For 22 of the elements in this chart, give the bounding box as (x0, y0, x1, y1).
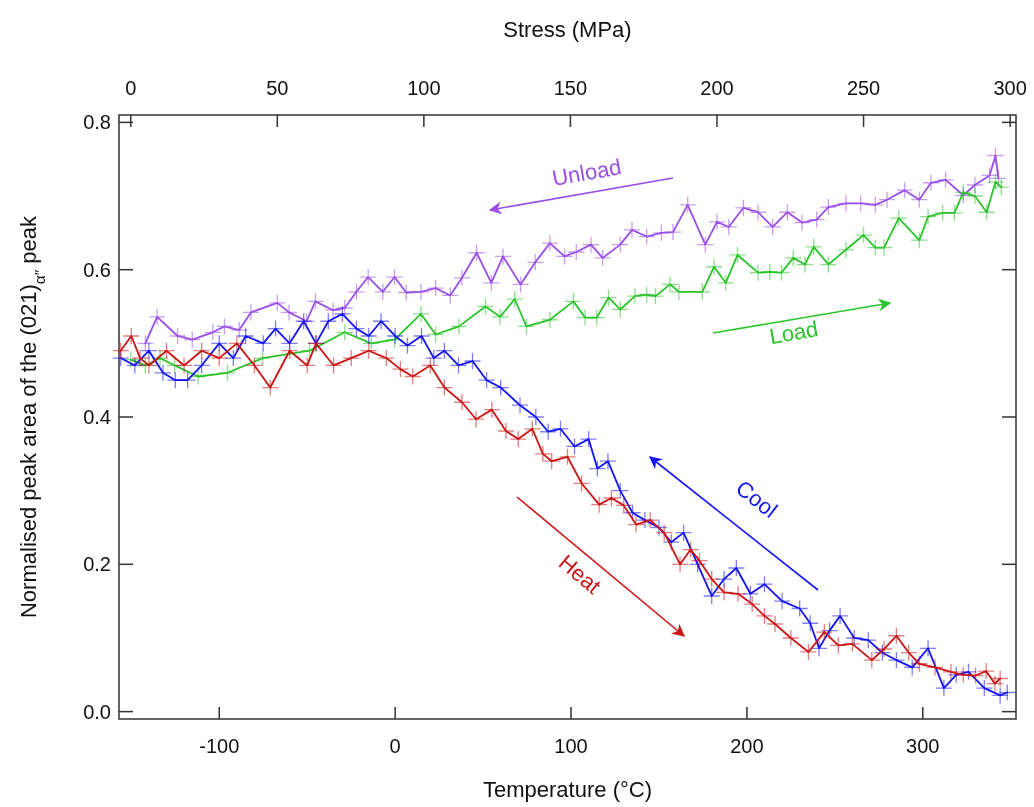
text: Cool (731, 475, 783, 523)
x-tick-label: 300 (906, 735, 940, 757)
y-tick-label: 0.4 (83, 406, 111, 428)
x-axis-title: Temperature (°C) (483, 777, 652, 802)
x2-axis-title: Stress (MPa) (503, 17, 632, 42)
x2-tick-label: 150 (553, 77, 588, 99)
x2-tick-label: 50 (266, 77, 289, 99)
y-tick-label: 0.2 (83, 553, 111, 576)
x2-tick-label: 100 (407, 77, 441, 99)
x-tick-label: -100 (199, 735, 240, 757)
x2-tick-label: 300 (993, 77, 1027, 99)
y-tick-label: 0.6 (83, 258, 111, 281)
text: Load (767, 316, 820, 350)
x2-tick-label: 200 (700, 77, 734, 99)
text: Unload (550, 154, 624, 191)
x-tick-label: 100 (554, 735, 588, 757)
x2-tick-label: 250 (846, 77, 881, 99)
y-tick-label: 0.0 (83, 700, 111, 723)
x2-tick-label: 0 (125, 77, 137, 99)
x-tick-label: 200 (730, 735, 764, 757)
x-tick-label: 0 (389, 735, 401, 757)
y-tick-label: 0.8 (83, 111, 111, 134)
